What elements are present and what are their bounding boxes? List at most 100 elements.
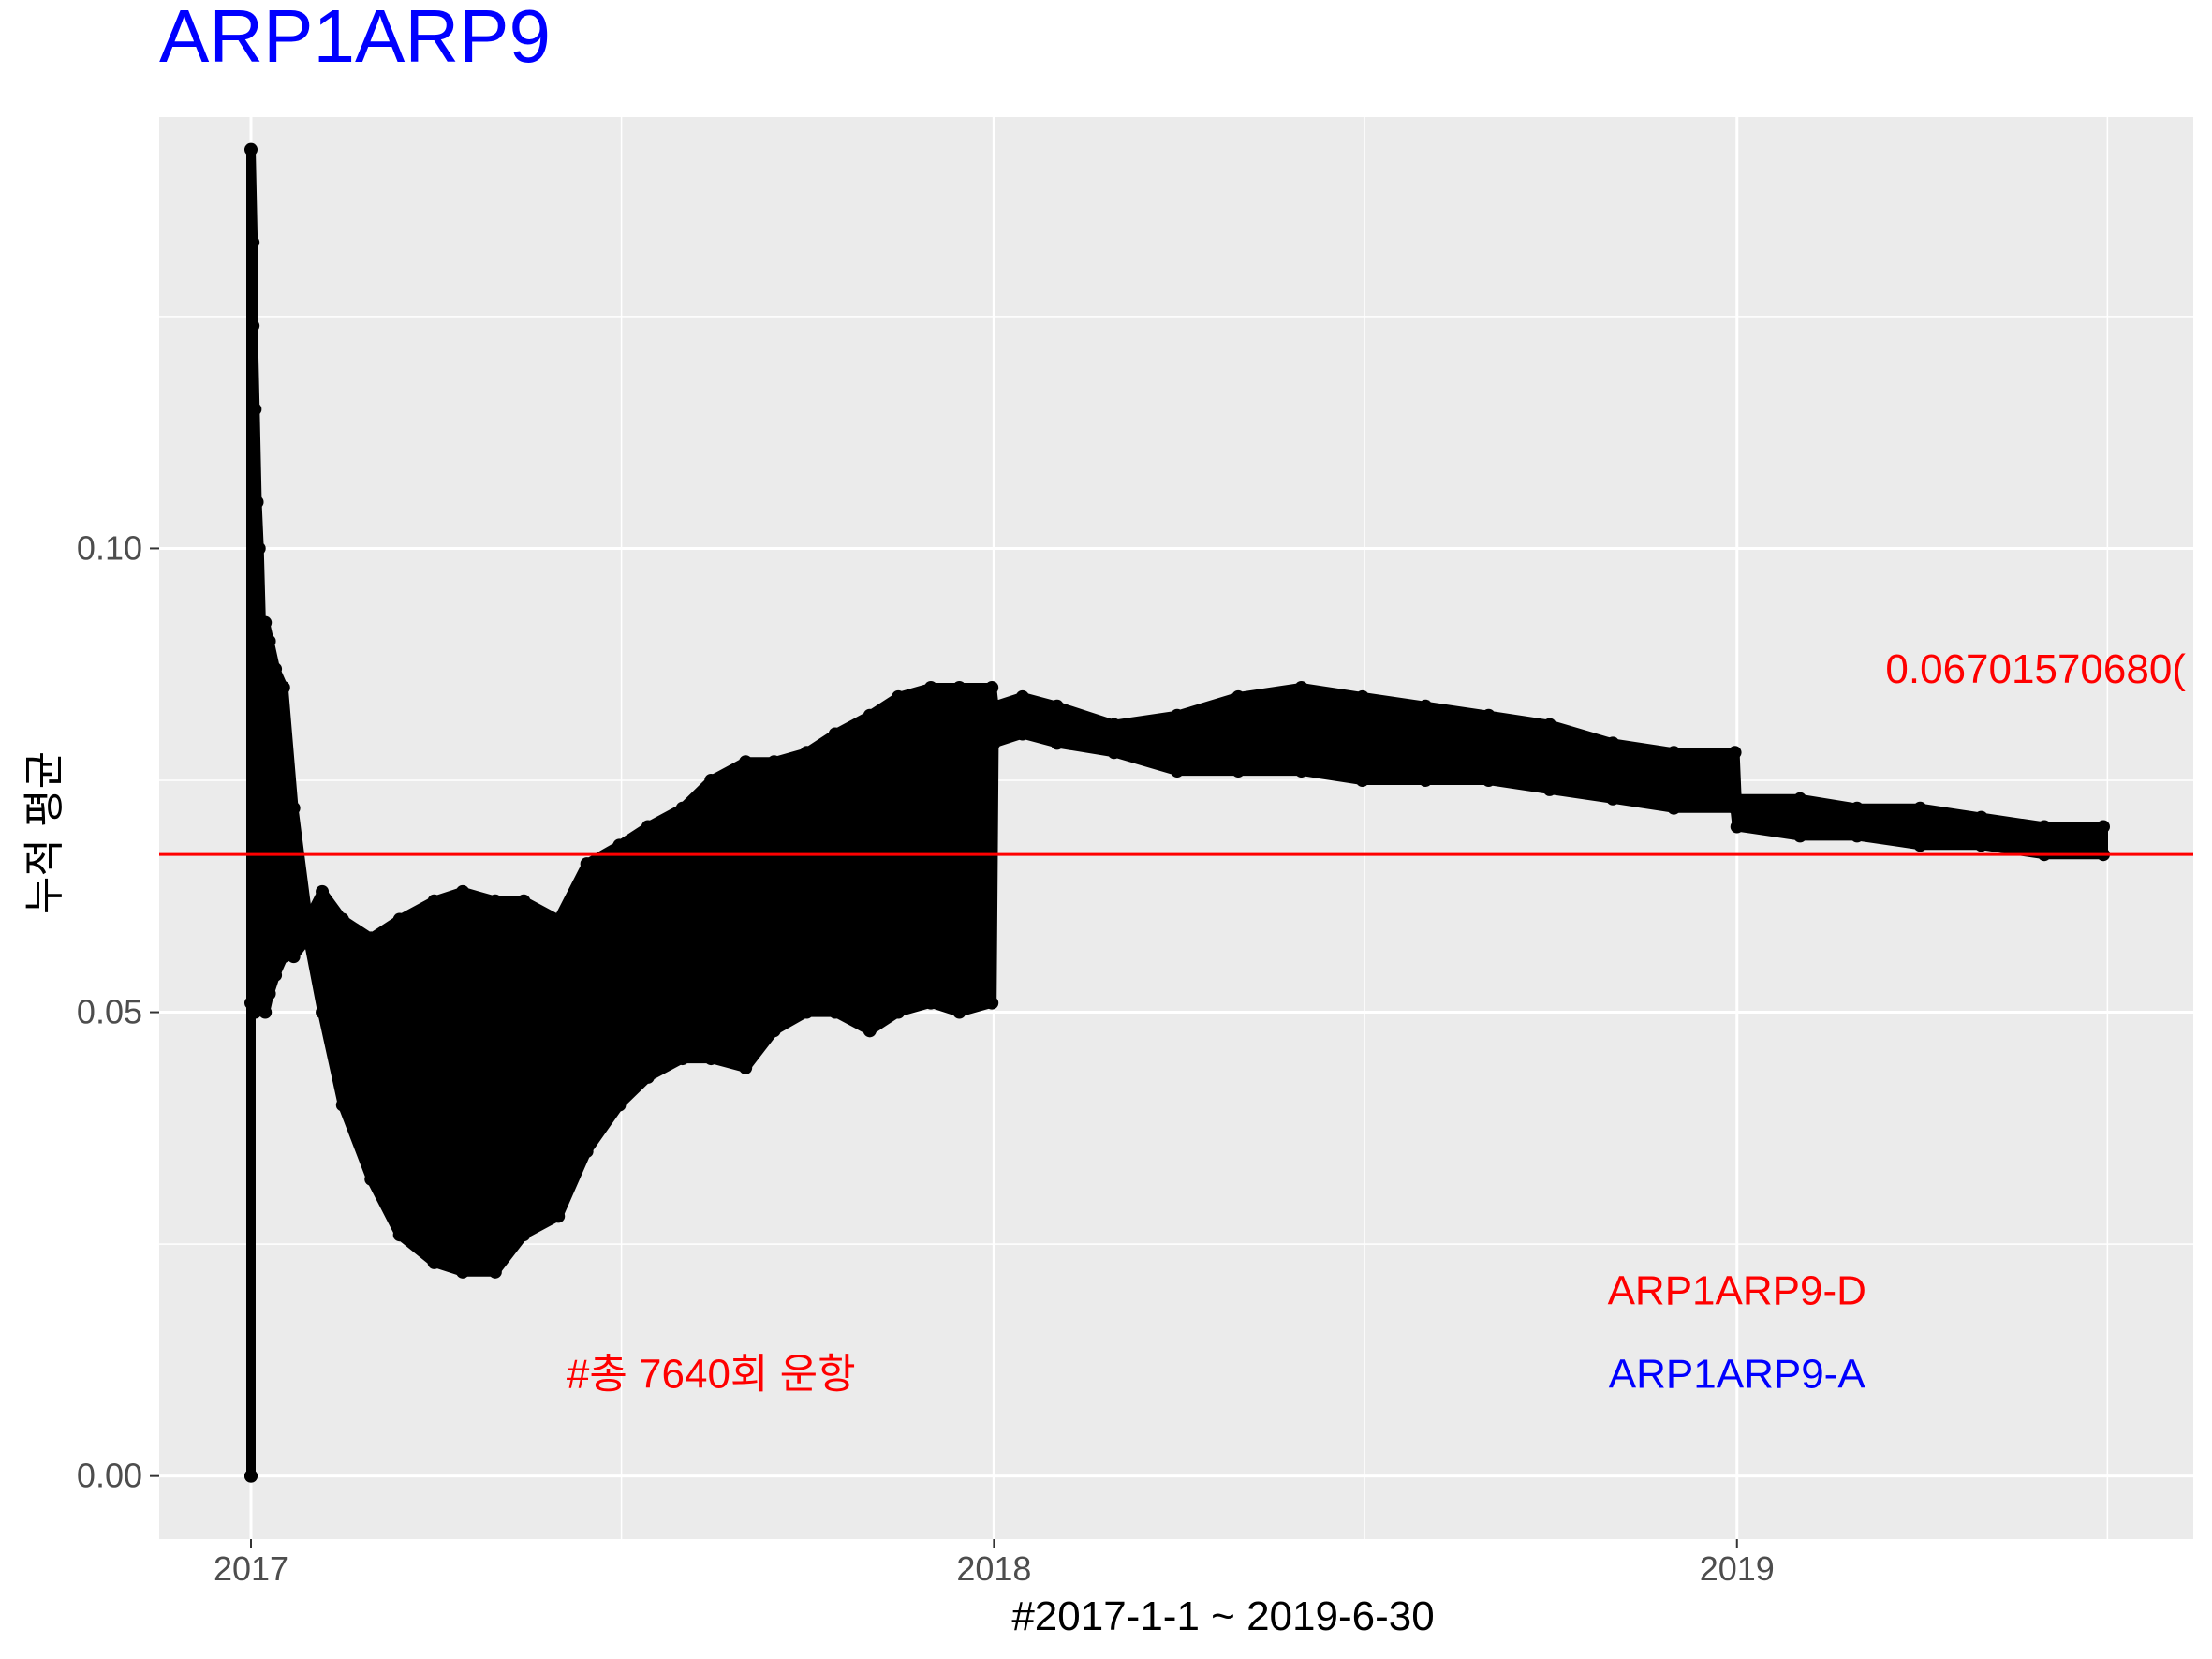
data-point bbox=[892, 689, 906, 704]
data-point bbox=[427, 1255, 441, 1269]
data-point bbox=[739, 1060, 753, 1074]
data-point bbox=[1913, 801, 1927, 815]
data-point bbox=[1913, 838, 1927, 852]
data-point bbox=[1171, 708, 1184, 722]
x-axis-title: #2017-1-1 ~ 2019-6-30 bbox=[1011, 1593, 1434, 1639]
chart-title: ARP1ARP9 bbox=[159, 0, 551, 78]
y-tick-label: 0.10 bbox=[77, 528, 142, 567]
data-point bbox=[1355, 689, 1369, 704]
data-point bbox=[252, 541, 266, 555]
data-point bbox=[987, 699, 1001, 713]
data-point bbox=[987, 736, 1001, 750]
data-point bbox=[1667, 746, 1681, 760]
data-point bbox=[1606, 736, 1620, 750]
data-point bbox=[1730, 792, 1744, 806]
data-point bbox=[1850, 829, 1864, 843]
data-point bbox=[276, 680, 290, 694]
data-point bbox=[1050, 736, 1064, 750]
data-point bbox=[675, 801, 689, 815]
data-point bbox=[923, 996, 937, 1010]
data-point bbox=[1793, 829, 1807, 843]
data-point bbox=[1294, 764, 1308, 778]
data-point bbox=[1974, 810, 1988, 824]
x-tick-label: 2018 bbox=[956, 1549, 1031, 1588]
data-point bbox=[675, 1052, 689, 1066]
data-point bbox=[985, 996, 999, 1010]
x-tick-label: 2017 bbox=[214, 1549, 288, 1588]
data-point bbox=[244, 142, 258, 156]
data-point bbox=[517, 1228, 531, 1242]
data-point bbox=[258, 1005, 273, 1019]
data-point bbox=[923, 680, 937, 694]
data-point bbox=[248, 402, 262, 416]
data-point bbox=[1050, 699, 1064, 713]
data-point bbox=[1419, 774, 1433, 788]
data-point bbox=[276, 950, 290, 964]
data-point bbox=[258, 615, 273, 630]
data-point bbox=[287, 950, 301, 964]
data-point bbox=[1542, 718, 1556, 732]
data-point bbox=[269, 968, 283, 982]
data-point bbox=[1231, 764, 1246, 778]
y-tick-label: 0.00 bbox=[77, 1457, 142, 1495]
data-point bbox=[1728, 746, 1742, 760]
data-point bbox=[262, 986, 276, 1000]
data-point bbox=[427, 894, 441, 908]
flight-count-annotation: #총 7640회 운항 bbox=[567, 1352, 856, 1398]
data-point bbox=[739, 755, 753, 769]
data-point bbox=[952, 1005, 966, 1019]
data-point bbox=[828, 727, 842, 741]
data-point bbox=[1482, 708, 1496, 722]
data-point bbox=[580, 1145, 594, 1159]
data-layer bbox=[244, 142, 2110, 1483]
data-point bbox=[392, 1228, 406, 1242]
data-point bbox=[641, 1070, 655, 1084]
data-point bbox=[552, 1209, 566, 1223]
data-point bbox=[800, 746, 814, 760]
data-point bbox=[552, 912, 566, 926]
data-point bbox=[456, 1265, 470, 1279]
data-point bbox=[1974, 838, 1988, 852]
data-point bbox=[1850, 801, 1864, 815]
data-point bbox=[1107, 746, 1121, 760]
legend-label-a: ARP1ARP9-A bbox=[1609, 1352, 1866, 1398]
data-point bbox=[1482, 774, 1496, 788]
data-point bbox=[800, 1005, 814, 1019]
data-point bbox=[335, 1098, 349, 1112]
data-point bbox=[364, 931, 378, 945]
data-point bbox=[985, 680, 999, 694]
data-point bbox=[316, 884, 330, 898]
data-point bbox=[246, 235, 260, 249]
y-axis-title: 누적 평균 bbox=[22, 751, 67, 914]
annotations: 0.06701570680( ARP1ARP9-D ARP1ARP9-A #총 … bbox=[567, 646, 2186, 1398]
data-point bbox=[517, 894, 531, 908]
data-point bbox=[1667, 801, 1681, 815]
data-point bbox=[364, 1172, 378, 1186]
data-point bbox=[612, 838, 627, 852]
mean-value-annotation: 0.06701570680( bbox=[1885, 646, 2186, 692]
data-point bbox=[316, 1005, 330, 1019]
data-point bbox=[1419, 699, 1433, 713]
data-point bbox=[488, 894, 502, 908]
data-point bbox=[244, 1469, 258, 1483]
data-point bbox=[1542, 782, 1556, 796]
data-point bbox=[1606, 792, 1620, 806]
y-tick-label: 0.05 bbox=[77, 993, 142, 1031]
data-point bbox=[488, 1265, 502, 1279]
data-point bbox=[269, 662, 283, 676]
data-point bbox=[2097, 820, 2110, 834]
data-point bbox=[250, 495, 264, 509]
data-point bbox=[580, 857, 594, 871]
data-point bbox=[704, 1052, 718, 1066]
data-point bbox=[704, 774, 718, 788]
data-point bbox=[1294, 680, 1308, 694]
data-point bbox=[262, 634, 276, 648]
axis-ticks: 0.00 0.05 0.10 2017 2018 2019 bbox=[77, 528, 1775, 1588]
data-point bbox=[641, 820, 655, 834]
x-tick-label: 2019 bbox=[1700, 1549, 1775, 1588]
data-point bbox=[767, 755, 781, 769]
data-point bbox=[767, 1024, 781, 1038]
data-point bbox=[1171, 764, 1184, 778]
data-point bbox=[892, 1005, 906, 1019]
